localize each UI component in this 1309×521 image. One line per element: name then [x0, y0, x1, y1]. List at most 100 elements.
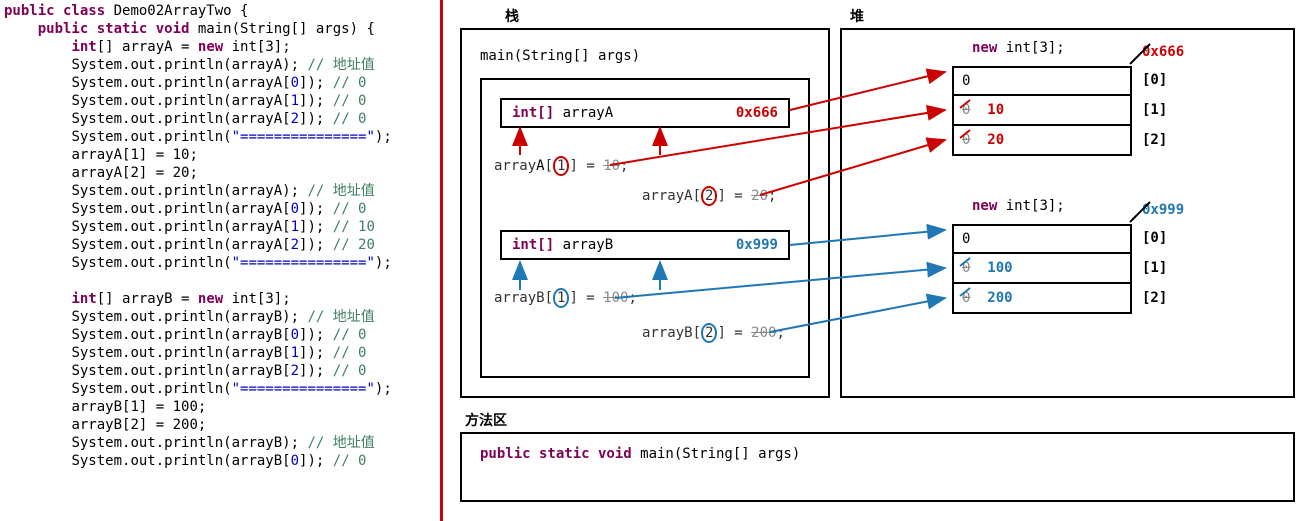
decl: int[3];	[997, 40, 1064, 56]
comment: // 地址值	[307, 183, 374, 199]
comment: // 10	[333, 219, 375, 235]
heapA-addr: 0x666	[1142, 44, 1184, 60]
idx: 0	[291, 327, 299, 343]
s: ]);	[299, 111, 333, 127]
suffix: );	[282, 57, 307, 73]
idx: 2	[291, 237, 299, 253]
stack-box: main(String[] args) int[] arrayA 0x666 a…	[460, 28, 830, 398]
assign: arrayA[1] = 10;	[71, 147, 197, 163]
idx: 2	[291, 111, 299, 127]
main-sig: main(String[] args) {	[189, 21, 374, 37]
arg: arrayB	[232, 453, 283, 469]
diagram-pane: 栈 堆 main(String[] args) int[] arrayA 0x6…	[450, 0, 1309, 521]
comment: // 0	[333, 345, 367, 361]
sep: "==============="	[232, 255, 375, 271]
print: System.out.println(	[71, 345, 231, 361]
print: System.out.println(	[71, 57, 231, 73]
comment: // 0	[333, 363, 367, 379]
new-kw: new	[972, 198, 997, 214]
heapB-cell-1: 0 100	[952, 254, 1132, 284]
assign: arrayB[2] = 200;	[71, 417, 206, 433]
var-arrayA-box: int[] arrayA 0x666	[500, 98, 790, 128]
arrayA-addr: 0x666	[736, 105, 778, 121]
suffix: );	[282, 435, 307, 451]
int3: int[3];	[223, 291, 290, 307]
comment: // 地址值	[307, 309, 374, 325]
s: ]);	[299, 363, 333, 379]
print: System.out.println(	[71, 237, 231, 253]
suffix: );	[282, 183, 307, 199]
idx: [2]	[1142, 132, 1167, 148]
kw-new: new	[198, 291, 223, 307]
val: 0	[962, 231, 970, 247]
heapB-cell-2: 0 200	[952, 284, 1132, 314]
s: ]);	[299, 327, 333, 343]
s: ]);	[299, 75, 333, 91]
idx: [0]	[1142, 230, 1167, 246]
print: System.out.println(	[71, 75, 231, 91]
rest: main(String[] args)	[632, 446, 801, 462]
method-sig: public static void main(String[] args)	[462, 434, 1293, 474]
name: arrayB	[554, 237, 613, 253]
arg: arrayA	[232, 93, 283, 109]
print: System.out.println(	[71, 111, 231, 127]
print: System.out.println(	[71, 381, 231, 397]
print: System.out.println(	[71, 255, 231, 271]
decl: [] arrayB =	[97, 291, 198, 307]
arg: arrayB	[232, 363, 283, 379]
s: ]);	[299, 93, 333, 109]
val: 0	[962, 73, 970, 89]
print: System.out.println(	[71, 309, 231, 325]
kw-new: new	[198, 39, 223, 55]
comment: // 0	[333, 93, 367, 109]
suffix: );	[282, 309, 307, 325]
stmt-a2: arrayA[2] = 20;	[642, 188, 776, 204]
print: System.out.println(	[71, 201, 231, 217]
idx: 0	[291, 75, 299, 91]
type: int[]	[512, 105, 554, 121]
arg: arrayA	[232, 201, 283, 217]
arg: arrayA	[232, 111, 283, 127]
print: System.out.println(	[71, 219, 231, 235]
decl: int[3];	[997, 198, 1064, 214]
idx: [1]	[1142, 102, 1167, 118]
comment: // 0	[333, 453, 367, 469]
class-name: Demo02ArrayTwo {	[105, 3, 248, 19]
idx: 1	[291, 219, 299, 235]
stmt-b2: arrayB[2] = 200;	[642, 325, 785, 341]
idx: 1	[291, 345, 299, 361]
vertical-divider	[440, 0, 443, 521]
arg: arrayB	[232, 345, 283, 361]
new-kw: new	[972, 40, 997, 56]
s: ]);	[299, 201, 333, 217]
print: System.out.println(	[71, 363, 231, 379]
arg: arrayA	[232, 183, 283, 199]
sep: "==============="	[232, 381, 375, 397]
arg: arrayA	[232, 219, 283, 235]
heapB-cell-0: 0	[952, 224, 1132, 254]
heapA-cell-1: 0 10	[952, 96, 1132, 126]
stack-label: 栈	[505, 6, 519, 26]
type: int[]	[512, 237, 554, 253]
kw: int	[71, 39, 96, 55]
kw: public static void	[480, 446, 632, 462]
print: System.out.println(	[71, 129, 231, 145]
code-pane: public class Demo02ArrayTwo { public sta…	[0, 0, 440, 521]
arrayB-addr: 0x999	[736, 237, 778, 253]
idx: 0	[291, 453, 299, 469]
stmt-a1: arrayA[1] = 10;	[494, 158, 628, 174]
arg: arrayA	[232, 57, 283, 73]
arg: arrayB	[232, 327, 283, 343]
s: ]);	[299, 237, 333, 253]
idx: [2]	[1142, 290, 1167, 306]
main-frame-box: int[] arrayA 0x666 arrayA[1] = 10; array…	[480, 78, 810, 378]
decl: [] arrayA =	[97, 39, 198, 55]
kw: public static void	[38, 21, 190, 37]
idx: 1	[291, 93, 299, 109]
print: System.out.println(	[71, 183, 231, 199]
method-area-box: public static void main(String[] args)	[460, 432, 1295, 502]
s: ]);	[299, 453, 333, 469]
s: ]);	[299, 219, 333, 235]
heap-label: 堆	[850, 6, 864, 26]
idx: [1]	[1142, 260, 1167, 276]
